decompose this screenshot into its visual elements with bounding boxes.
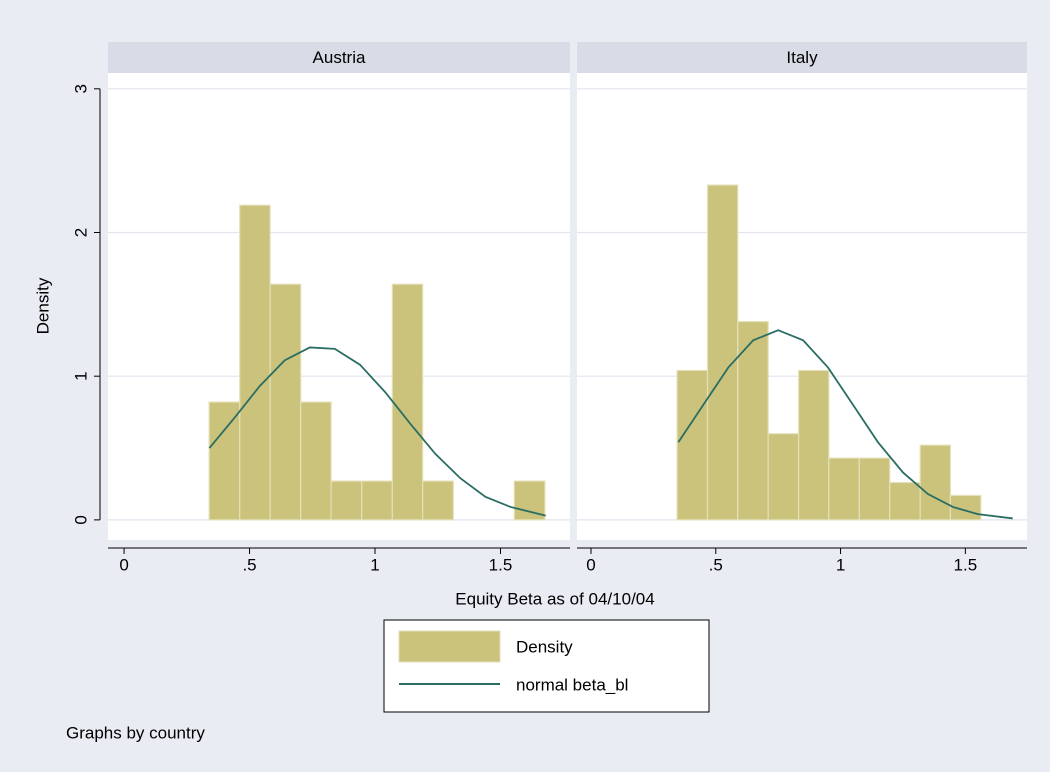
bar <box>889 481 921 521</box>
note: Graphs by country <box>66 723 205 742</box>
x-tick-label: 0 <box>119 555 128 574</box>
bar <box>919 444 951 521</box>
x-tick-label: 1 <box>836 555 845 574</box>
x-tick-label: .5 <box>242 555 256 574</box>
x-tick-label: 0 <box>586 555 595 574</box>
bar <box>208 401 241 521</box>
y-tick-label: 3 <box>71 84 90 93</box>
bar <box>300 401 332 521</box>
bar <box>239 204 271 521</box>
panel-title: Austria <box>313 48 366 67</box>
bar <box>361 480 393 521</box>
legend-swatch <box>398 630 501 663</box>
legend-label: Density <box>516 637 573 656</box>
x-axis-title: Equity Beta as of 04/10/04 <box>455 589 654 608</box>
panel-title: Italy <box>786 48 818 67</box>
panel-header <box>577 42 1027 73</box>
y-tick-label: 1 <box>71 371 90 380</box>
bar <box>798 369 830 521</box>
normal-curve <box>208 346 546 517</box>
bar <box>676 369 709 521</box>
x-tick-label: .5 <box>709 555 723 574</box>
x-tick-label: 1.5 <box>954 555 978 574</box>
bar <box>269 283 302 521</box>
y-axis-title: Density <box>33 277 52 334</box>
bar <box>422 480 454 521</box>
normal-curve <box>677 329 1013 520</box>
plot-area <box>108 73 570 540</box>
bar <box>858 457 891 521</box>
bar <box>330 480 363 521</box>
bar <box>737 320 769 521</box>
bar <box>391 283 424 521</box>
y-tick-label: 2 <box>71 228 90 237</box>
x-tick-label: 1 <box>370 555 379 574</box>
bar <box>706 184 739 521</box>
bar <box>828 457 860 521</box>
bar <box>767 433 800 521</box>
y-tick-label: 0 <box>71 515 90 524</box>
panel-header <box>108 42 570 73</box>
x-tick-label: 1.5 <box>489 555 513 574</box>
legend-label: normal beta_bl <box>516 675 628 694</box>
